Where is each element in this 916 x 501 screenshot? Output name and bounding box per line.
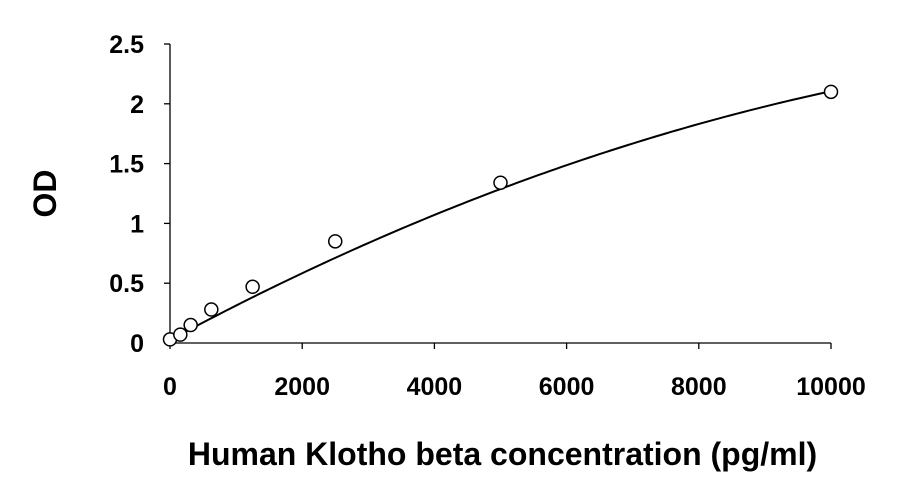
y-ticks: 0 0.5 1 1.5 2 2.5	[109, 31, 170, 358]
data-point	[204, 302, 219, 317]
y-tick-label: 2.5	[109, 31, 144, 59]
y-tick-label: 0	[130, 330, 144, 358]
data-point	[183, 317, 198, 333]
x-tick-label: 2000	[274, 373, 330, 401]
axes	[169, 44, 831, 344]
data-point	[823, 84, 839, 100]
data-point	[493, 175, 508, 190]
x-tick-label: 10000	[796, 373, 866, 401]
y-tick-label: 1	[130, 210, 144, 238]
x-tick-label: 6000	[539, 373, 595, 401]
y-tick-label: 2	[130, 91, 144, 119]
fit-curve	[169, 90, 832, 341]
x-tick-label: 0	[163, 373, 177, 401]
data-points	[162, 84, 839, 347]
data-point	[173, 327, 188, 342]
y-axis-title: OD	[27, 170, 63, 218]
x-axis-title: Human Klotho beta concentration (pg/ml)	[188, 436, 817, 472]
y-tick-label: 0.5	[109, 270, 144, 298]
data-point	[328, 234, 343, 249]
x-tick-label: 8000	[671, 373, 727, 401]
x-ticks: 0 2000 4000 6000 8000 10000	[163, 343, 866, 401]
x-tick-label: 4000	[407, 373, 463, 401]
data-point	[245, 279, 260, 295]
y-tick-label: 1.5	[109, 151, 144, 179]
